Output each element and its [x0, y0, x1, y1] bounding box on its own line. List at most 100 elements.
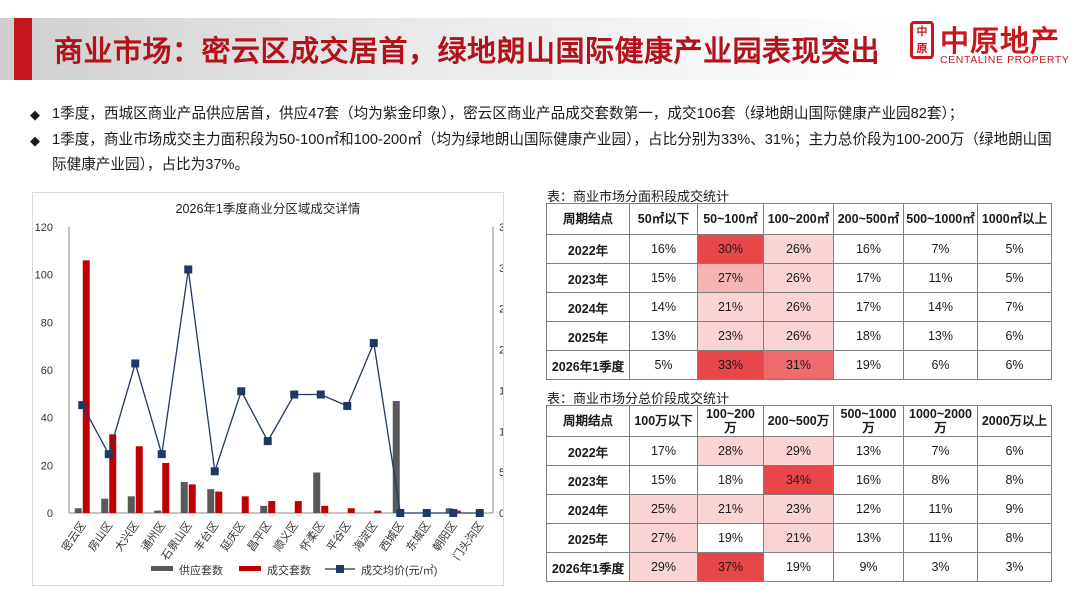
bar-deal: [135, 446, 143, 513]
price-table-period-cell: 2023年: [546, 465, 630, 495]
price-table-value-cell: 23%: [763, 494, 834, 524]
district-chart-svg: 2026年1季度商业分区域成交详情 0 20 40 60 80 100 120 0 5000 100…: [35, 201, 503, 577]
price-table-value-cell: 28%: [697, 436, 764, 466]
bar-deal: [188, 484, 196, 513]
title-accent-bar: [14, 18, 32, 80]
area-table-period-cell: 2024年: [546, 292, 630, 322]
area-table-value-cell: 31%: [763, 350, 834, 380]
area-table-period-cell: 2022年: [546, 234, 630, 264]
x-tick-label: 东城区: [404, 519, 434, 553]
legend-deal-label: 成交套数: [267, 563, 311, 577]
area-table-value-cell: 14%: [903, 292, 978, 322]
area-table-row: 2026年1季度 5% 33% 31% 19% 6% 6%: [546, 350, 1052, 380]
price-table-value-cell: 8%: [903, 465, 978, 495]
price-point: [210, 467, 219, 476]
price-point: [422, 509, 431, 517]
price-line: [81, 269, 480, 514]
area-table-value-cell: 14%: [629, 292, 698, 322]
area-table-value-cell: 5%: [629, 350, 698, 380]
area-table-value-cell: 6%: [977, 350, 1052, 380]
bar-deal: [268, 501, 276, 513]
price-point: [157, 450, 166, 459]
header: 商业市场：密云区成交居首，绿地朗山国际健康产业园表现突出 中原 中原地产 CEN…: [0, 0, 1080, 80]
price-table-value-cell: 3%: [903, 552, 978, 582]
legend-supply-label: 供应套数: [179, 563, 223, 577]
price-point: [316, 390, 325, 399]
area-table-value-cell: 16%: [833, 234, 904, 264]
price-table-row: 2022年 17% 28% 29% 13% 7% 6%: [546, 436, 1052, 466]
x-tick-label: 丰台区: [191, 519, 221, 554]
bar-deal: [162, 462, 170, 513]
price-table-value-cell: 15%: [629, 465, 698, 495]
bar-deal: [241, 496, 249, 513]
y-tick-label: 40: [41, 413, 53, 425]
bar-supply: [74, 508, 82, 513]
y2-tick-label: 0: [499, 508, 503, 520]
y-tick-label: 80: [41, 317, 53, 329]
price-point: [475, 509, 484, 517]
logo-name-en: CENTALINE PROPERTY: [940, 54, 1070, 66]
bar-supply: [180, 482, 188, 513]
price-table-value-cell: 29%: [763, 436, 834, 466]
bar-supply: [392, 400, 400, 513]
bar-deal: [347, 508, 355, 513]
y2-tick-label: 5000: [499, 467, 503, 479]
price-point: [396, 509, 405, 517]
area-table-header-cell: 50㎡以下: [629, 203, 698, 235]
price-point: [263, 437, 272, 446]
bar-deal: [109, 434, 117, 513]
price-table-value-cell: 21%: [697, 494, 764, 524]
area-table-value-cell: 26%: [763, 292, 834, 322]
bullet-2: 1季度，商业市场成交主力面积段为50-100㎡和100-200㎡（均为绿地朗山国…: [30, 128, 1060, 179]
price-table-header-cell: 100~200万: [697, 405, 764, 437]
price-point: [237, 387, 246, 396]
logo-name-cn: 中原地产: [940, 26, 1061, 58]
area-table-value-cell: 27%: [697, 263, 764, 293]
price-table-value-cell: 21%: [763, 523, 834, 553]
area-table-value-cell: 19%: [833, 350, 904, 380]
bar-supply: [154, 510, 162, 513]
price-table-value-cell: 9%: [833, 552, 904, 582]
area-table-period-cell: 2026年1季度: [546, 350, 630, 380]
page-title: 商业市场：密云区成交居首，绿地朗山国际健康产业园表现突出: [54, 36, 881, 68]
price-table-value-cell: 3%: [977, 552, 1052, 582]
summary-bullets: 1季度，西城区商业产品供应居首，供应47套（均为紫金印象），密云区商业产品成交套…: [30, 102, 1060, 179]
y2-tick-label: 30000: [499, 263, 503, 275]
area-table-value-cell: 11%: [903, 263, 978, 293]
area-table-header-cell: 200~500㎡: [833, 203, 904, 235]
price-table: 周期结点 100万以下 100~200万 200~500万 500~1000万 1000~…: [546, 405, 1052, 582]
legend-price-marker: [336, 565, 344, 573]
price-table-value-cell: 11%: [903, 523, 978, 553]
area-table-value-cell: 26%: [763, 234, 834, 264]
area-table-value-cell: 26%: [763, 321, 834, 351]
price-table-value-cell: 13%: [833, 523, 904, 553]
y-tick-label: 0: [47, 508, 53, 520]
area-table-value-cell: 18%: [833, 321, 904, 351]
area-table-value-cell: 7%: [903, 234, 978, 264]
price-table-header-cell: 200~500万: [763, 405, 834, 437]
area-table-period-cell: 2025年: [546, 321, 630, 351]
price-table-row: 2025年 27% 19% 21% 13% 11% 8%: [546, 523, 1052, 553]
price-table-header-cell: 2000万以上: [977, 405, 1052, 437]
y-tick-label: 120: [35, 222, 53, 234]
bar-supply: [260, 505, 268, 513]
price-table-period-cell: 2025年: [546, 523, 630, 553]
price-table-value-cell: 7%: [903, 436, 978, 466]
area-table-header-cell: 500~1000㎡: [903, 203, 978, 235]
price-table-value-cell: 29%: [629, 552, 698, 582]
x-tick-label: 怀柔区: [298, 519, 328, 553]
price-table-value-cell: 13%: [833, 436, 904, 466]
area-table-row: 2023年 15% 27% 26% 17% 11% 5%: [546, 263, 1052, 293]
area-table-value-cell: 17%: [833, 263, 904, 293]
area-table-value-cell: 6%: [903, 350, 978, 380]
bar-supply: [313, 472, 321, 513]
logo-mark-icon: 中原: [910, 21, 934, 59]
price-table-value-cell: 9%: [977, 494, 1052, 524]
price-table-caption: 表：商业市场分总价段成交统计: [547, 391, 730, 406]
bar-deal: [374, 510, 382, 513]
area-table-value-cell: 30%: [697, 234, 764, 264]
price-table-period-cell: 2024年: [546, 494, 630, 524]
centaline-logo: 中原 中原地产 CENTALINE PROPERTY: [910, 16, 1070, 72]
area-table-row: 2024年 14% 21% 26% 17% 14% 7%: [546, 292, 1052, 322]
legend-supply-swatch: [151, 566, 173, 571]
